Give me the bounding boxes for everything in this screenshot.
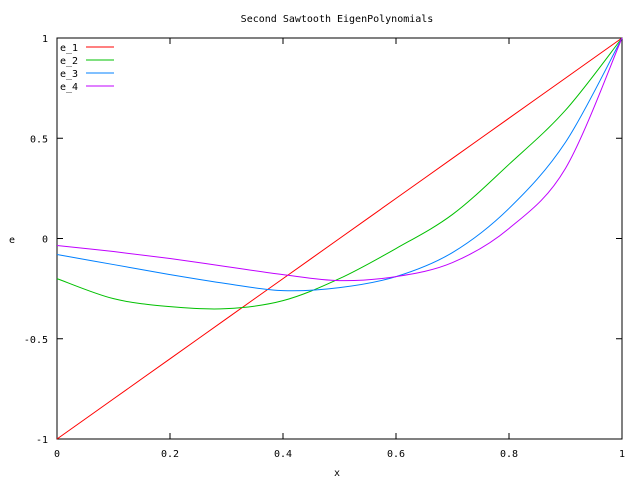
chart-title: Second Sawtooth EigenPolynomials (241, 14, 434, 25)
x-axis: 0 0.2 0.4 0.6 0.8 1 (54, 38, 625, 460)
legend-label-e4: e_4 (60, 82, 78, 93)
y-axis: -1 -0.5 0 0.5 1 (24, 34, 622, 446)
y-tick-label: 1 (42, 34, 48, 45)
legend: e_1 e_2 e_3 e_4 (60, 43, 114, 93)
x-axis-label: x (334, 468, 340, 479)
legend-label-e1: e_1 (60, 43, 78, 54)
legend-label-e2: e_2 (60, 56, 78, 67)
x-tick-label: 0.2 (161, 449, 179, 460)
y-tick-label: -0.5 (24, 335, 48, 346)
series-layer (56, 37, 623, 440)
legend-label-e3: e_3 (60, 69, 78, 80)
series-line-e1 (56, 37, 623, 440)
x-tick-label: 1 (619, 449, 625, 460)
y-tick-label: -1 (36, 435, 48, 446)
x-tick-label: 0.4 (274, 449, 292, 460)
series-line-e2 (56, 37, 623, 310)
x-tick-label: 0.8 (500, 449, 518, 460)
y-axis-label: e (9, 235, 15, 246)
y-tick-label: 0 (42, 235, 48, 246)
y-tick-label: 0.5 (30, 134, 48, 145)
x-tick-label: 0.6 (387, 449, 405, 460)
x-tick-label: 0 (54, 449, 60, 460)
series-line-e3 (56, 37, 623, 292)
series-line-e4 (56, 37, 623, 282)
